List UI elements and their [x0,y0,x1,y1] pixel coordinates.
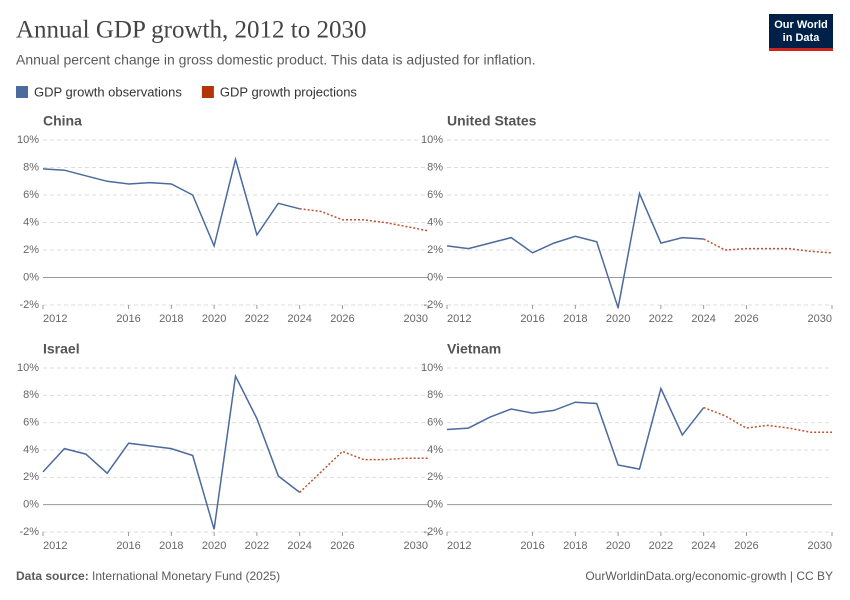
x-tick-label: 2020 [606,313,630,325]
series-line [446,191,704,309]
y-tick-label: 6% [23,417,39,429]
legend-swatch [201,86,214,98]
y-tick-label: 8% [23,389,39,401]
x-tick-label: 2022 [649,540,673,552]
x-tick-label: 2018 [159,540,183,552]
x-tick-label: 2016 [520,313,544,325]
y-tick-label: 2% [427,471,443,483]
series-line [299,208,429,232]
y-tick-label: 4% [427,216,443,228]
y-tick-label: 0% [427,271,443,283]
x-tick-label: 2026 [330,313,354,325]
y-tick-label: 0% [23,271,39,283]
series-line [446,386,705,470]
logo-bar [769,48,833,51]
logo-line: in Data [783,32,821,44]
x-tick-label: 2022 [245,313,269,325]
y-tick-label: 0% [23,499,39,511]
y-tick-label: 2% [23,244,39,256]
legend-label: GDP growth observations [34,84,182,99]
logo-box [769,14,833,50]
source: Data source: International Monetary Fund… [16,569,280,583]
series-line [299,450,428,493]
source-text: International Monetary Fund (2025) [92,569,280,583]
y-tick-label: 8% [427,161,443,173]
x-tick-label: 2026 [734,313,758,325]
panel-title: United States [447,113,537,129]
x-tick-label: 2012 [43,313,67,325]
y-tick-label: 4% [23,444,39,456]
y-tick-label: 2% [427,244,443,256]
x-tick-label: 2018 [159,313,183,325]
y-tick-label: 8% [427,389,443,401]
x-tick-label: 2026 [734,540,758,552]
x-tick-label: 2012 [43,540,67,552]
x-tick-label: 2020 [606,540,630,552]
y-tick-label: 6% [427,189,443,201]
x-tick-label: 2024 [691,313,715,325]
panel-title: China [43,113,82,129]
x-tick-label: 2012 [447,540,471,552]
legend-label: GDP growth projections [220,84,358,99]
y-tick-label: 8% [23,161,39,173]
x-tick-label: 2018 [563,540,587,552]
x-tick-label: 2024 [287,540,311,552]
title: Annual GDP growth, 2012 to 2030 [16,17,366,44]
x-tick-label: 2030 [404,313,428,325]
y-tick-label: 10% [421,362,443,374]
x-tick-label: 2018 [563,313,587,325]
x-tick-label: 2020 [202,313,226,325]
y-tick-label: 6% [23,189,39,201]
y-tick-label: 4% [23,216,39,228]
series-line [703,406,832,433]
x-tick-label: 2024 [691,540,715,552]
x-tick-label: 2030 [808,540,832,552]
legend-swatch [16,86,28,98]
x-tick-label: 2030 [808,313,832,325]
x-tick-label: 2012 [447,313,471,325]
x-tick-label: 2026 [330,540,354,552]
x-tick-label: 2024 [287,313,311,325]
subtitle: Annual percent change in gross domestic … [16,52,536,68]
panel-title: Vietnam [447,341,501,357]
x-tick-label: 2016 [116,540,140,552]
y-tick-label: 6% [427,417,443,429]
series-line [42,373,301,530]
credit: OurWorldinData.org/economic-growth | CC … [585,569,833,583]
y-tick-label: 10% [17,362,39,374]
x-tick-label: 2020 [202,540,226,552]
x-tick-label: 2016 [116,313,140,325]
x-tick-label: 2030 [404,540,428,552]
y-tick-label: -2% [19,526,39,538]
series-line [703,238,833,254]
y-tick-label: 10% [421,134,443,146]
panel-title: Israel [43,341,80,357]
series-line [42,156,300,249]
y-tick-label: 10% [17,134,39,146]
y-tick-label: -2% [423,526,443,538]
y-tick-label: -2% [423,299,443,311]
y-tick-label: 4% [427,444,443,456]
logo-line: Our World [774,19,828,31]
x-tick-label: 2022 [245,540,269,552]
y-tick-label: 2% [23,471,39,483]
y-tick-label: -2% [19,299,39,311]
source-label: Data source: [16,569,89,583]
x-tick-label: 2022 [649,313,673,325]
x-tick-label: 2016 [520,540,544,552]
y-tick-label: 0% [427,499,443,511]
